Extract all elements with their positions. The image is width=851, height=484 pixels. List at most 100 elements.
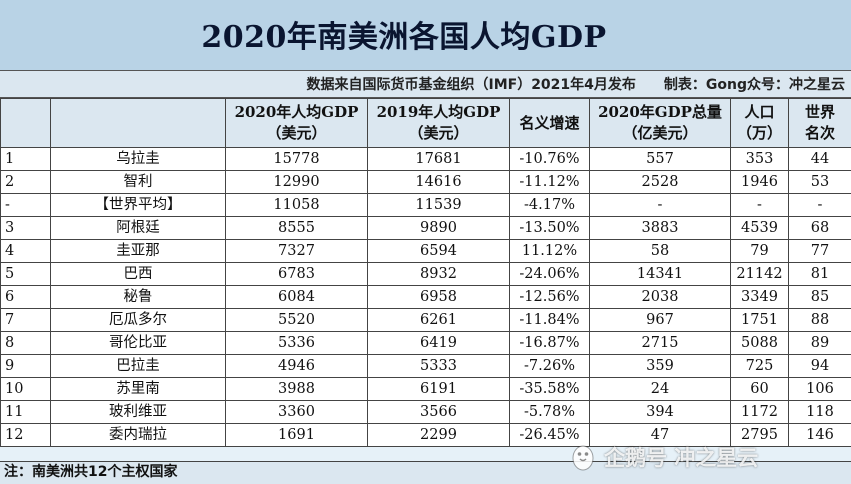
cell-total: 394: [589, 400, 731, 424]
cell-pop: 725: [730, 354, 789, 378]
header-gdp2020-line1: 2020年人均GDP: [234, 103, 359, 121]
cell-pop: 4539: [730, 216, 789, 240]
header-world-line2: 名次: [804, 124, 835, 142]
cell-total: 3883: [589, 216, 731, 240]
header-pop-line2: （万）: [736, 124, 782, 142]
cell-pop: 3349: [730, 285, 789, 309]
cell-pop: 2795: [730, 423, 789, 447]
cell-gdp2020: 5520: [225, 308, 368, 332]
cell-gdp2019: 3566: [367, 400, 510, 424]
cell-country: 玻利维亚: [50, 400, 226, 424]
cell-gdp2019: 6261: [367, 308, 510, 332]
table-row: 11 玻利维亚 3360 3566 -5.78% 394 1172 118: [0, 400, 851, 424]
cell-total: 47: [589, 423, 731, 447]
cell-rank: -: [0, 193, 51, 217]
cell-growth: -24.06%: [509, 262, 590, 286]
cell-gdp2019: 6594: [367, 239, 510, 263]
table-row: 3 阿根廷 8555 9890 -13.50% 3883 4539 68: [0, 216, 851, 240]
cell-gdp2019: 11539: [367, 193, 510, 217]
cell-world: 44: [788, 147, 851, 171]
cell-rank: 2: [0, 170, 51, 194]
cell-world: 118: [788, 400, 851, 424]
source-line: 数据来自国际货币基金组织（IMF）2021年4月发布 制表：Gong众号：冲之星…: [0, 71, 851, 98]
cell-pop: 353: [730, 147, 789, 171]
cell-rank: 6: [0, 285, 51, 309]
cell-total: -: [589, 193, 731, 217]
header-total-line2: （亿美元）: [622, 124, 698, 142]
cell-rank: 8: [0, 331, 51, 355]
table-row: 12 委内瑞拉 1691 2299 -26.45% 47 2795 146: [0, 423, 851, 447]
cell-total: 557: [589, 147, 731, 171]
cell-gdp2020: 6084: [225, 285, 368, 309]
cell-growth: -12.56%: [509, 285, 590, 309]
cell-gdp2020: 12990: [225, 170, 368, 194]
cell-rank: 9: [0, 354, 51, 378]
cell-gdp2020: 11058: [225, 193, 368, 217]
header-world: 世界 名次: [788, 98, 851, 148]
table-row: 8 哥伦比亚 5336 6419 -16.87% 2715 5088 89: [0, 331, 851, 355]
table-row: 6 秘鲁 6084 6958 -12.56% 2038 3349 85: [0, 285, 851, 309]
cell-growth: -4.17%: [509, 193, 590, 217]
cell-world: 88: [788, 308, 851, 332]
table-row: 2 智利 12990 14616 -11.12% 2528 1946 53: [0, 170, 851, 194]
cell-rank: 1: [0, 147, 51, 171]
cell-country: 巴西: [50, 262, 226, 286]
cell-rank: 7: [0, 308, 51, 332]
table-row: 9 巴拉圭 4946 5333 -7.26% 359 725 94: [0, 354, 851, 378]
header-country: [50, 98, 226, 148]
cell-country: 巴拉圭: [50, 354, 226, 378]
header-pop: 人口 （万）: [730, 98, 789, 148]
cell-total: 359: [589, 354, 731, 378]
cell-growth: -11.12%: [509, 170, 590, 194]
cell-world: 81: [788, 262, 851, 286]
cell-country: 苏里南: [50, 377, 226, 401]
cell-growth: -13.50%: [509, 216, 590, 240]
header-total: 2020年GDP总量 （亿美元）: [589, 98, 731, 148]
table-row: 1 乌拉圭 15778 17681 -10.76% 557 353 44: [0, 147, 851, 171]
cell-gdp2020: 7327: [225, 239, 368, 263]
cell-total: 967: [589, 308, 731, 332]
cell-growth: -10.76%: [509, 147, 590, 171]
cell-total: 2715: [589, 331, 731, 355]
cell-total: 2038: [589, 285, 731, 309]
cell-gdp2019: 9890: [367, 216, 510, 240]
header-gdp2019-line1: 2019年人均GDP: [376, 103, 501, 121]
cell-gdp2020: 15778: [225, 147, 368, 171]
header-world-line1: 世界: [804, 103, 835, 121]
gdp-table: 2020年人均GDP （美元） 2019年人均GDP （美元） 名义增速 2020年…: [0, 98, 851, 447]
header-gdp2019-line2: （美元）: [408, 124, 469, 142]
cell-gdp2020: 6783: [225, 262, 368, 286]
cell-country: 哥伦比亚: [50, 331, 226, 355]
cell-rank: 5: [0, 262, 51, 286]
table-row: - 【世界平均】 11058 11539 -4.17% - - -: [0, 193, 851, 217]
cell-gdp2020: 5336: [225, 331, 368, 355]
cell-gdp2019: 8932: [367, 262, 510, 286]
cell-total: 14341: [589, 262, 731, 286]
cell-growth: -7.26%: [509, 354, 590, 378]
cell-world: 68: [788, 216, 851, 240]
cell-gdp2020: 8555: [225, 216, 368, 240]
cell-country: 秘鲁: [50, 285, 226, 309]
cell-growth: -26.45%: [509, 423, 590, 447]
table-row: 4 圭亚那 7327 6594 11.12% 58 79 77: [0, 239, 851, 263]
cell-growth: -5.78%: [509, 400, 590, 424]
cell-total: 58: [589, 239, 731, 263]
cell-growth: -35.58%: [509, 377, 590, 401]
page-title: 2020年南美洲各国人均GDP: [198, 8, 610, 60]
cell-gdp2019: 14616: [367, 170, 510, 194]
header-pop-line1: 人口: [744, 103, 775, 121]
table-row: 10 苏里南 3988 6191 -35.58% 24 60 106: [0, 377, 851, 401]
table-header-row: 2020年人均GDP （美元） 2019年人均GDP （美元） 名义增速 2020年…: [0, 98, 851, 148]
cell-rank: 11: [0, 400, 51, 424]
cell-gdp2019: 5333: [367, 354, 510, 378]
cell-country: 厄瓜多尔: [50, 308, 226, 332]
cell-country: 圭亚那: [50, 239, 226, 263]
cell-gdp2020: 4946: [225, 354, 368, 378]
table-row: 5 巴西 6783 8932 -24.06% 14341 21142 81: [0, 262, 851, 286]
title-bar: 2020年南美洲各国人均GDP: [0, 0, 851, 71]
header-gdp2020: 2020年人均GDP （美元）: [225, 98, 368, 148]
cell-world: -: [788, 193, 851, 217]
header-rank: [0, 98, 51, 148]
cell-gdp2019: 6958: [367, 285, 510, 309]
